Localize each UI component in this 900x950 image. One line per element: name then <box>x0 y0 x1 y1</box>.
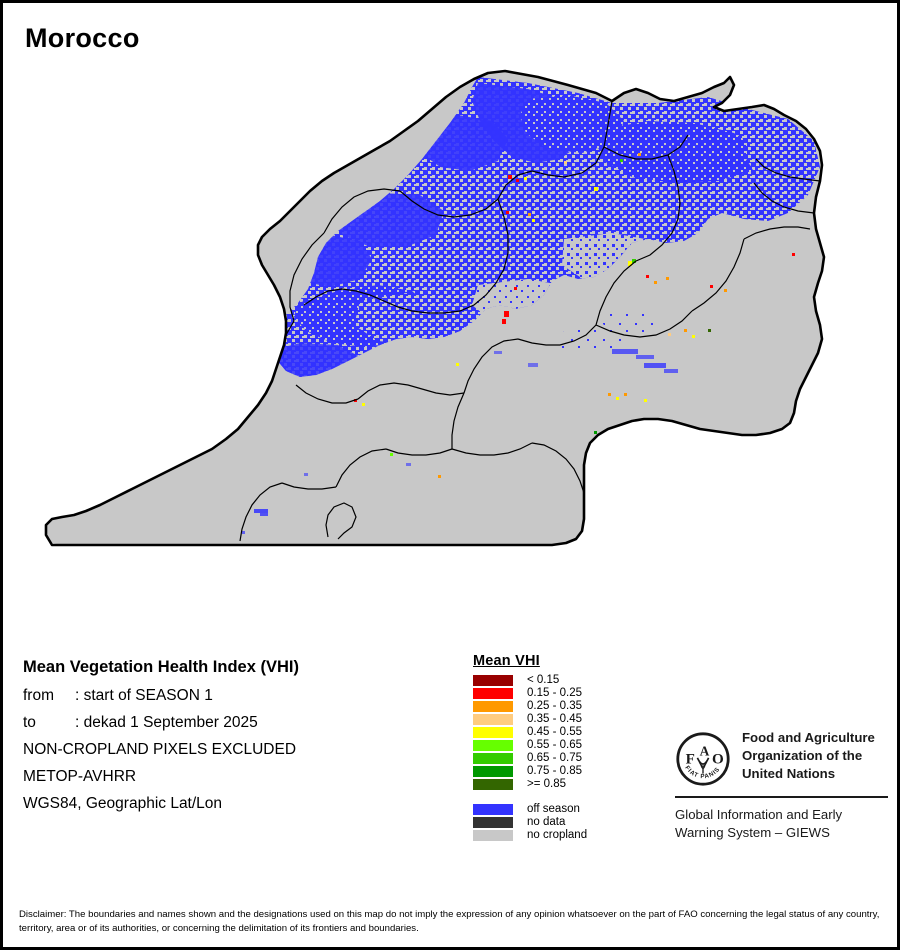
legend-class-label: 0.35 - 0.45 <box>527 713 582 725</box>
fao-org-line-3: United Nations <box>742 765 836 781</box>
info-heading: Mean Vegetation Health Index (VHI) <box>23 658 299 676</box>
info-from-label: from <box>23 687 54 704</box>
fao-org-line-1: Food and Agriculture <box>742 730 875 745</box>
map-canvas[interactable] <box>8 63 897 633</box>
morocco-map-svg <box>8 63 897 633</box>
legend-class-swatch <box>473 713 513 725</box>
legend-spacer <box>473 791 663 803</box>
legend-special-list: off season no data no cropland <box>473 803 663 841</box>
legend-special-swatch <box>473 816 513 828</box>
legend-class-row: 0.45 - 0.55 <box>473 726 663 738</box>
fao-logo-icon: F A O FIAT PANIS <box>676 732 730 786</box>
legend-class-row: 0.25 - 0.35 <box>473 700 663 712</box>
disclaimer-text: Disclaimer: The boundaries and names sho… <box>19 909 880 935</box>
legend-class-swatch <box>473 700 513 712</box>
legend-class-swatch <box>473 739 513 751</box>
legend-class-swatch <box>473 687 513 699</box>
legend-class-row: 0.65 - 0.75 <box>473 752 663 764</box>
legend-class-swatch <box>473 765 513 777</box>
fao-divider <box>675 796 888 798</box>
info-to-label: to <box>23 714 36 731</box>
info-line-excluded: NON-CROPLAND PIXELS EXCLUDED <box>23 741 297 758</box>
info-row-to: to : dekad 1 September 2025 <box>23 714 443 732</box>
legend-class-row: 0.75 - 0.85 <box>473 765 663 777</box>
page-title: Morocco <box>25 23 140 53</box>
legend-special-label: off season <box>527 803 580 815</box>
legend-class-label: < 0.15 <box>527 674 560 686</box>
legend-class-label: 0.45 - 0.55 <box>527 726 582 738</box>
map-info-block: Mean Vegetation Health Index (VHI) from … <box>23 658 443 822</box>
legend-class-swatch <box>473 674 513 686</box>
giews-label: Global Information and Early Warning Sys… <box>675 806 890 842</box>
svg-text:O: O <box>712 751 724 767</box>
giews-line-2: Warning System – GIEWS <box>675 824 830 840</box>
legend-special-row: no data <box>473 816 663 828</box>
svg-text:F: F <box>686 751 695 767</box>
legend-class-swatch <box>473 778 513 790</box>
legend-special-row: no cropland <box>473 829 663 841</box>
legend-special-swatch <box>473 829 513 841</box>
info-line-projection: WGS84, Geographic Lat/Lon <box>23 795 223 812</box>
legend-class-label: 0.15 - 0.25 <box>527 687 582 699</box>
legend-class-label: 0.75 - 0.85 <box>527 765 582 777</box>
legend-class-row: 0.55 - 0.65 <box>473 739 663 751</box>
legend-special-label: no cropland <box>527 829 588 841</box>
svg-text:A: A <box>700 744 710 759</box>
info-line-sensor: METOP-AVHRR <box>23 768 137 785</box>
legend-special-row: off season <box>473 803 663 815</box>
legend-class-list: < 0.15 0.15 - 0.25 0.25 - 0.35 0.35 - 0.45 0… <box>473 674 663 790</box>
legend-class-label: 0.55 - 0.65 <box>527 739 582 751</box>
fao-branding-block: F A O FIAT PANIS Food and Agriculture Or… <box>675 729 890 842</box>
info-to-value: : dekad 1 September 2025 <box>75 714 258 731</box>
fao-org-line-2: Organization of the <box>742 747 863 763</box>
legend-class-row: 0.15 - 0.25 <box>473 687 663 699</box>
legend-special-swatch <box>473 803 513 815</box>
legend-special-label: no data <box>527 816 566 828</box>
giews-line-1: Global Information and Early <box>675 807 843 822</box>
legend-class-row: 0.35 - 0.45 <box>473 713 663 725</box>
info-from-value: : start of SEASON 1 <box>75 687 213 704</box>
legend-class-row: < 0.15 <box>473 674 663 686</box>
legend-class-swatch <box>473 726 513 738</box>
legend-class-swatch <box>473 752 513 764</box>
map-legend: Mean VHI < 0.15 0.15 - 0.25 0.25 - 0.35 0.3… <box>473 653 663 842</box>
info-row-from: from : start of SEASON 1 <box>23 687 443 705</box>
legend-class-label: 0.25 - 0.35 <box>527 700 582 712</box>
fao-header: F A O FIAT PANIS Food and Agriculture Or… <box>675 729 890 787</box>
fao-organization-name: Food and Agriculture Organization of the… <box>742 729 875 782</box>
country-outline <box>44 69 826 547</box>
legend-class-row: >= 0.85 <box>473 778 663 790</box>
legend-class-label: 0.65 - 0.75 <box>527 752 582 764</box>
legend-class-label: >= 0.85 <box>527 778 567 790</box>
legend-title: Mean VHI <box>473 653 540 669</box>
vhi-class-pixels <box>354 153 795 478</box>
off-season-scatter <box>242 309 678 534</box>
